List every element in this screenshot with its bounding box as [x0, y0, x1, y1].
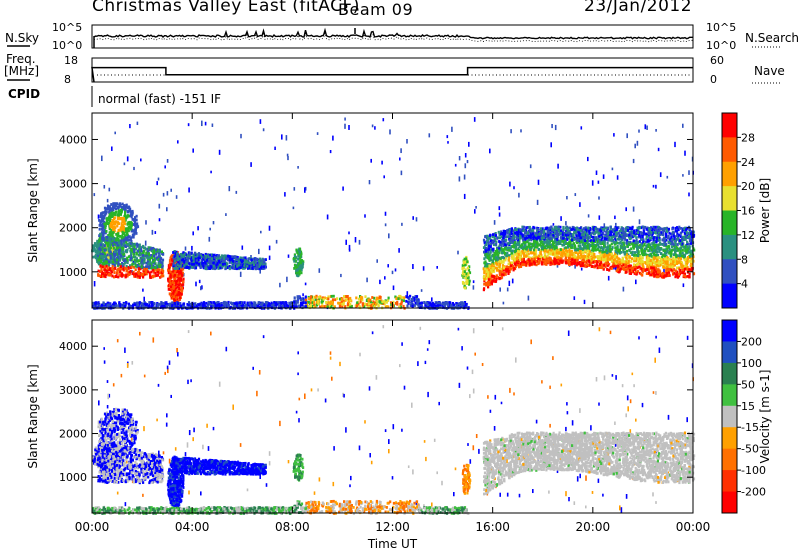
time-tick-label: 04:00: [175, 520, 210, 534]
time-tick-label: 00:00: [75, 520, 110, 534]
velocity-ytick-label: 2000: [59, 428, 87, 441]
power-data: [91, 117, 696, 310]
power-ytick-label: 4000: [59, 133, 87, 146]
power-ytick-label: 1000: [59, 266, 87, 279]
velocity-colorbar-label: 200: [741, 335, 762, 348]
noise-panel-frame: [91, 24, 694, 49]
velocity-ytick-label: 3000: [59, 384, 87, 397]
velocity-colorbar-segment: [722, 491, 737, 514]
noise-right-tick-bottom: 10^0: [706, 39, 736, 52]
power-frame: [91, 112, 694, 309]
velocity-ytick-label: 1000: [59, 471, 87, 484]
velocity-colorbar-segment: [722, 341, 737, 364]
velocity-data: [92, 325, 696, 515]
power-colorbar-label: 8: [741, 253, 748, 266]
time-tick-label: 00:00: [676, 520, 711, 534]
time-tick-label: 12:00: [375, 520, 410, 534]
station-title: Christmas Valley East (fitACF): [92, 0, 360, 16]
nsky-label: N.Sky: [5, 31, 40, 45]
power-colorbar-label: 12: [741, 229, 755, 242]
beam-label: Beam 09: [338, 0, 414, 19]
frequency-line: [91, 66, 693, 83]
power-colorbar-segment: [722, 283, 737, 309]
mode-text: normal (fast) -151 IF: [98, 92, 222, 106]
velocity-colorbar-label: 50: [741, 378, 755, 391]
power-colorbar-label: 16: [741, 205, 755, 218]
power-colorbar-segment: [722, 210, 737, 236]
velocity-colorbar-segment: [722, 384, 737, 407]
power-colorbar-segment: [722, 137, 737, 163]
velocity-colorbar-segment: [722, 405, 737, 428]
velocity-colorbar-segment: [722, 427, 737, 450]
date-label: 23/Jan/2012: [584, 0, 693, 16]
noise-left-tick-top: 10^5: [52, 21, 82, 34]
nave-label: Nave: [754, 64, 785, 78]
velocity-colorbar-segment: [722, 320, 737, 342]
noise-left-tick-bottom: 10^0: [52, 39, 82, 52]
freq-left-tick-bottom: 8: [64, 73, 71, 86]
velocity-colorbar-label: 15: [741, 400, 755, 413]
power-colorbar-label: 4: [741, 278, 748, 291]
power-colorbar-label: 24: [741, 156, 755, 169]
power-colorbar-segment: [722, 259, 737, 285]
nsearch-label: N.Search: [745, 31, 800, 45]
power-colorbar-segment: [722, 161, 737, 187]
power-ylabel: Slant Range [km]: [26, 158, 40, 262]
power-colorbar-label: 20: [741, 180, 755, 193]
velocity-colorbar-label: -200: [741, 486, 766, 499]
freq-right-tick-top: 60: [710, 54, 724, 67]
velocity-colorbar-segment: [722, 362, 737, 385]
power-ytick-label: 3000: [59, 178, 87, 191]
velocity-colorbar-segment: [722, 448, 737, 471]
freq-left-tick-top: 18: [64, 54, 78, 67]
time-tick-label: 20:00: [576, 520, 611, 534]
velocity-colorbar-label: -100: [741, 464, 766, 477]
freq-label-2: [MHz]: [4, 64, 40, 78]
power-colorbar-segment: [722, 113, 737, 138]
velocity-colorbar-label: -15: [741, 421, 759, 434]
cpid-label: CPID: [8, 87, 41, 101]
freq-right-tick-bottom: 0: [710, 73, 717, 86]
time-tick-label: 08:00: [275, 520, 310, 534]
power-colorbar-title: Power [dB]: [758, 178, 772, 243]
power-colorbar-label: 28: [741, 131, 755, 144]
nsearch-line: [93, 31, 693, 43]
velocity-colorbar-frame: [721, 319, 738, 514]
velocity-colorbar-label: -50: [741, 443, 759, 456]
power-ytick-label: 2000: [59, 222, 87, 235]
velocity-ylabel: Slant Range [km]: [26, 364, 40, 468]
velocity-ytick-label: 4000: [59, 340, 87, 353]
velocity-colorbar-title: Velocity [m s-1]: [758, 370, 772, 464]
nsky-line: [93, 27, 693, 40]
noise-right-tick-top: 10^5: [706, 21, 736, 34]
time-axis-label: Time UT: [367, 537, 418, 551]
freq-panel-frame: [91, 57, 694, 83]
freq-label-1: Freq.: [6, 52, 36, 66]
time-tick-label: 16:00: [475, 520, 510, 534]
velocity-colorbar-label: 100: [741, 357, 762, 370]
power-colorbar-segment: [722, 186, 737, 211]
velocity-colorbar-segment: [722, 470, 737, 493]
power-colorbar-segment: [722, 234, 737, 260]
